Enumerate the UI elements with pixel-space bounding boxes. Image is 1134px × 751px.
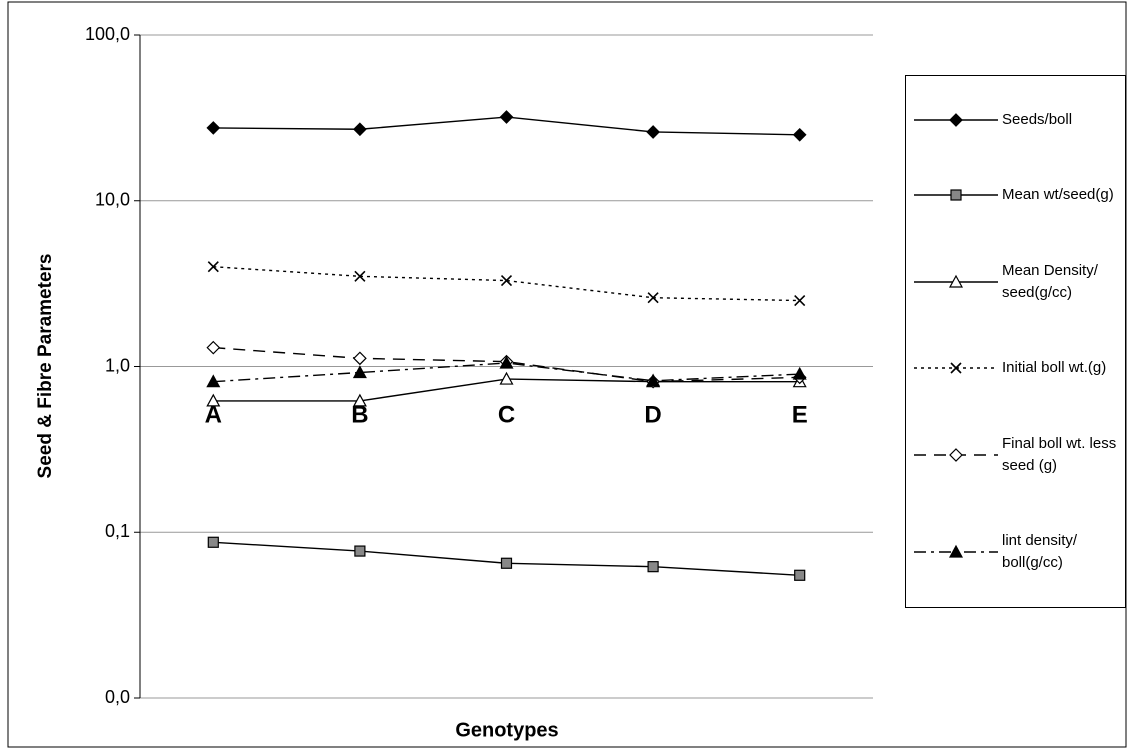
y-tick-label: 0,1: [105, 521, 130, 541]
legend-marker: [949, 112, 963, 127]
data-point: [499, 371, 514, 385]
legend-entry: Seeds/boll: [906, 109, 1125, 131]
legend-entry: lint density/ boll(g/cc): [906, 530, 1125, 574]
y-tick-label: 100,0: [85, 24, 130, 44]
legend-swatch: [914, 189, 998, 201]
x-tick-label: B: [351, 401, 368, 428]
data-point: [794, 569, 806, 581]
data-point: [500, 557, 513, 569]
data-point: [794, 294, 806, 307]
data-point: [647, 561, 659, 573]
y-tick-label: 1,0: [105, 355, 130, 375]
data-point: [500, 274, 513, 287]
data-point: [206, 374, 221, 388]
legend-marker: [950, 189, 962, 201]
series-line: [213, 266, 800, 302]
data-point: [646, 373, 661, 387]
legend-label: Mean wt/seed(g): [1002, 186, 1114, 204]
data-point: [352, 365, 367, 379]
data-point: [499, 355, 514, 369]
data-point: [353, 351, 367, 366]
legend-swatch: [914, 274, 998, 288]
legend-label: Mean Density/ seed(g/cc): [1002, 261, 1098, 301]
data-point: [354, 545, 366, 557]
legend-marker: [948, 544, 964, 558]
x-tick-label: C: [498, 401, 515, 428]
data-point: [207, 261, 219, 273]
data-point: [792, 127, 807, 142]
data-point: [353, 122, 367, 137]
y-tick-label: 0,0: [105, 687, 130, 707]
data-point: [499, 110, 514, 124]
data-point: [206, 121, 221, 135]
data-point: [352, 393, 367, 407]
x-tick-label: A: [205, 401, 222, 428]
data-point: [206, 393, 221, 407]
data-point: [354, 270, 366, 282]
legend-marker: [948, 274, 964, 288]
y-tick-label: 10,0: [95, 190, 130, 210]
x-tick-label: E: [792, 401, 808, 428]
x-axis-title: Genotypes: [455, 719, 558, 741]
legend-swatch: [914, 544, 998, 558]
legend-entry: Mean wt/seed(g): [906, 184, 1125, 206]
legend-entry: Mean Density/ seed(g/cc): [906, 260, 1125, 304]
data-point: [647, 292, 659, 304]
legend: Seeds/boll Mean wt/seed(g) Mean Density/ s…: [905, 75, 1126, 608]
legend-marker: [950, 362, 962, 374]
series-line: [213, 346, 800, 383]
data-point: [792, 366, 807, 380]
data-point: [646, 125, 660, 139]
y-axis-title: Seed & Fibre Parameters: [35, 254, 56, 479]
legend-swatch: [914, 112, 998, 127]
data-point: [207, 536, 219, 548]
x-tick-label: D: [644, 401, 661, 428]
data-point: [206, 340, 221, 355]
legend-label: Seeds/boll: [1002, 110, 1073, 128]
chart-border: [7, 1, 1127, 748]
legend-label: Initial boll wt.(g): [1002, 359, 1107, 377]
legend-label: lint density/ boll(g/cc): [1002, 532, 1078, 572]
legend-entry: Initial boll wt.(g): [906, 357, 1125, 379]
legend-swatch: [914, 447, 998, 462]
legend-label: Final boll wt. less seed (g): [1002, 434, 1117, 474]
legend-swatch: [914, 362, 998, 374]
legend-marker: [949, 447, 963, 462]
legend-entry: Final boll wt. less seed (g): [906, 433, 1125, 477]
